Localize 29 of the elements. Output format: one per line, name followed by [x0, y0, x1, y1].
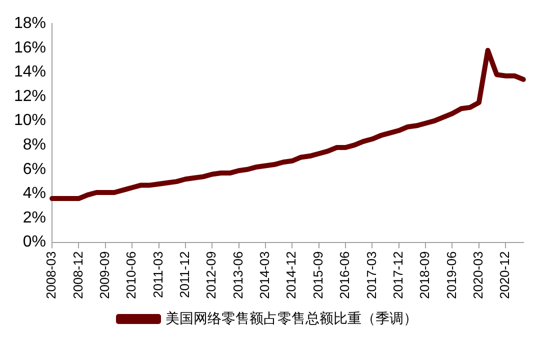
x-tick-label: 2015-09 [310, 251, 326, 300]
y-tick-label: 8% [22, 136, 46, 154]
x-tick-label: 2012-09 [204, 251, 219, 300]
y-tick-label: 10% [14, 112, 46, 130]
y-tick-label: 14% [14, 64, 46, 81]
x-tick-label: 2009-09 [96, 251, 112, 300]
y-tick-label: 4% [22, 185, 46, 202]
y-tick-label: 2% [22, 209, 46, 226]
x-tick-label: 2020-03 [470, 251, 486, 300]
y-tick-label: 6% [22, 160, 46, 178]
x-tick-label: 2020-12 [497, 251, 512, 300]
x-tick-label: 2008-03 [44, 251, 59, 300]
x-tick-label: 2017-12 [390, 251, 406, 300]
y-tick-label: 12% [14, 88, 46, 105]
x-tick-label: 2016-06 [337, 251, 352, 300]
x-tick-label: 2014-03 [257, 251, 272, 300]
y-tick-label: 16% [14, 39, 46, 56]
y-tick-label: 0% [22, 234, 46, 251]
x-tick-label: 2019-06 [444, 251, 459, 300]
y-tick-label: 18% [14, 15, 46, 32]
legend-label: 美国网络零售额占零售总额比重（季调） [166, 310, 418, 326]
x-tick-label: 2010-06 [124, 251, 139, 300]
x-tick-label: 2017-03 [364, 251, 379, 300]
x-tick-label: 2008-12 [70, 251, 86, 300]
x-tick-label: 2011-03 [150, 251, 166, 298]
x-tick-label: 2011-12 [177, 251, 192, 298]
x-tick-label: 2013-06 [230, 251, 246, 300]
x-tick-label: 2014-12 [284, 251, 299, 300]
x-tick-label: 2018-09 [417, 251, 432, 300]
